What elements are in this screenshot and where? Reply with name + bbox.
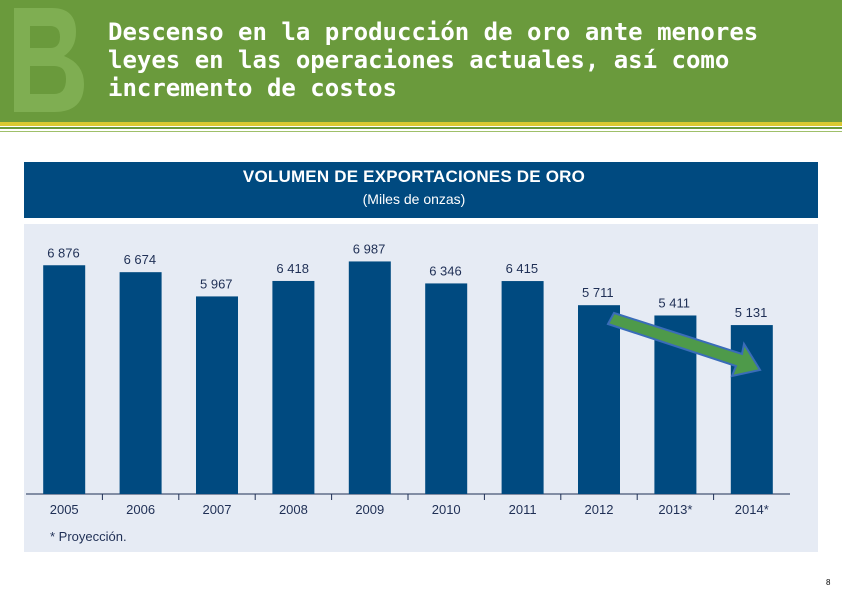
bar-2007: [196, 296, 238, 494]
tick-label-2013*: 2013*: [658, 502, 692, 517]
trend-arrow-shape: [606, 311, 762, 378]
data-label-2008: 6 418: [276, 261, 309, 276]
slide-title: Descenso en la producción de oro ante me…: [108, 18, 759, 102]
tick-label-2010: 2010: [432, 502, 461, 517]
tick-label-2007: 2007: [203, 502, 232, 517]
data-label-2013*: 5 411: [658, 295, 690, 310]
tick-label-2014*: 2014*: [735, 502, 769, 517]
header-banner: Descenso en la producción de oro ante me…: [0, 0, 842, 122]
tick-label-2006: 2006: [126, 502, 155, 517]
tick-label-2009: 2009: [355, 502, 384, 517]
bar-2012: [578, 305, 620, 494]
data-label-2009: 6 987: [353, 241, 386, 256]
data-label-2011: 6 415: [506, 261, 539, 276]
accent-band-green: [0, 127, 842, 129]
letter-b-logo-icon: [14, 8, 84, 112]
data-label-2010: 6 346: [429, 263, 462, 278]
data-label-2012: 5 711: [582, 285, 614, 300]
bar-2009: [348, 261, 391, 494]
bar-2010: [425, 283, 468, 494]
tick-label-2012: 2012: [585, 502, 614, 517]
data-label-2006: 6 674: [124, 252, 157, 267]
tick-label-2005: 2005: [50, 502, 79, 517]
bar-2006: [119, 272, 162, 494]
chart-footnote: * Proyección.: [50, 529, 127, 544]
accent-line: [0, 131, 842, 132]
bar-2005: [43, 265, 86, 494]
bar-2011: [501, 281, 544, 494]
bar-2014*: [730, 325, 773, 494]
chart-subtitle: (Miles de onzas): [362, 191, 466, 207]
data-label-2005: 6 876: [47, 245, 80, 260]
accent-band-yellow: [0, 122, 842, 126]
data-label-2007: 5 967: [200, 276, 233, 291]
down-trend-arrow-icon: [606, 311, 762, 378]
page-number: 8: [826, 578, 831, 587]
bar-2008: [272, 280, 315, 494]
tick-label-2008: 2008: [279, 502, 308, 517]
chart-area: 6 876 2005 6 674 2006 5 967 2007 6 418 2008 6 98…: [24, 224, 818, 552]
chart-title: VOLUMEN DE EXPORTACIONES DE ORO: [242, 167, 586, 186]
bar-chart: 6 876 2005 6 674 2006 5 967 2007 6 418 2008 6 98…: [26, 241, 790, 517]
data-label-2014*: 5 131: [735, 305, 768, 320]
chart-header: VOLUMEN DE EXPORTACIONES DE ORO (Miles d…: [24, 162, 818, 218]
tick-label-2011: 2011: [509, 502, 537, 517]
